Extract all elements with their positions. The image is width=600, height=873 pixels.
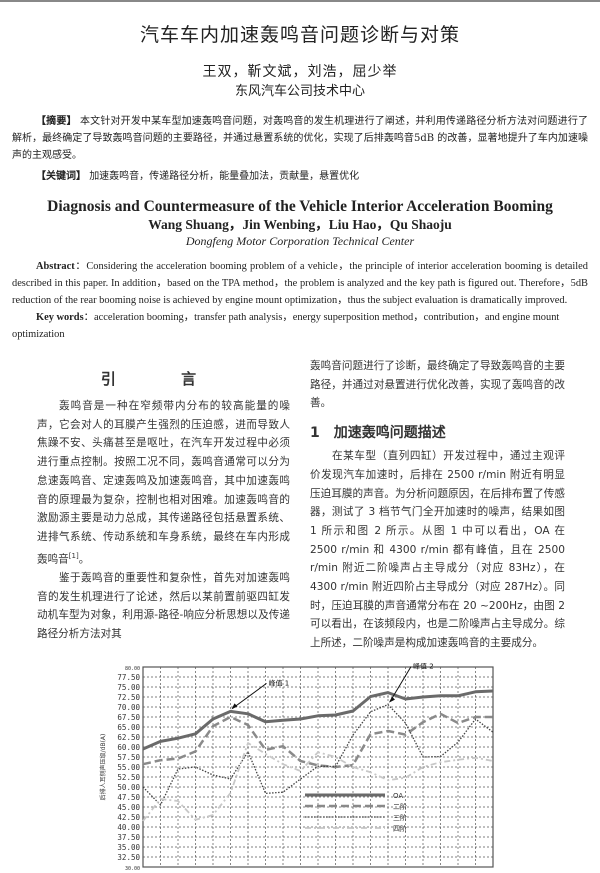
y-tick-label: 50.00 bbox=[117, 783, 140, 792]
affiliation: 东风汽车公司技术中心 bbox=[234, 84, 365, 99]
authors: 王双，靳文斌，刘浩，屈少举 bbox=[202, 64, 398, 80]
annotation-label: 峰值 2 bbox=[413, 663, 434, 671]
intro-heading: 引 言 bbox=[100, 370, 227, 388]
english-abstract-text: ：Considering the acceleration booming pr… bbox=[12, 261, 588, 306]
y-tick-label: 52.50 bbox=[117, 773, 140, 782]
english-title: Diagnosis and Countermeasure of the Vehi… bbox=[47, 198, 553, 215]
intro-paragraph-2: 鉴于轰鸣音的重要性和复杂性，首先对加速轰鸣音的发生机理进行了论述，然后以某前置前… bbox=[37, 571, 290, 640]
legend-label: OA bbox=[393, 792, 403, 800]
y-tick-label: 45.00 bbox=[117, 803, 140, 812]
y-tick-label: 70.00 bbox=[117, 703, 140, 712]
y-tick-label: 42.50 bbox=[117, 813, 140, 822]
english-abstract: Abstract：Considering the acceleration bo… bbox=[12, 258, 588, 309]
y-tick-label: 62.50 bbox=[117, 733, 140, 742]
series-line-1 bbox=[142, 712, 493, 769]
legend-label: 三阶 bbox=[393, 813, 407, 822]
y-tick-label: 32.50 bbox=[117, 853, 140, 862]
y-tick-label: 75.00 bbox=[117, 683, 140, 692]
cn-abstract-label: 【摘要】 bbox=[36, 116, 77, 127]
series-line-2 bbox=[142, 703, 494, 806]
top-rule bbox=[0, 0, 600, 2]
english-authors: Wang Shuang，Jin Wenbing，Liu Hao，Qu Shaoj… bbox=[148, 217, 452, 232]
cn-abstract: 【摘要】 本文针对开发中某车型加速轰鸣音问题，对轰鸣音的发生机理进行了阐述，并利… bbox=[12, 113, 588, 164]
legend-label: 二阶 bbox=[393, 802, 407, 811]
y-tick-label: 37.50 bbox=[117, 833, 140, 842]
english-keywords: Key words：acceleration booming，transfer … bbox=[12, 309, 588, 343]
body-columns: 引 言 轰鸣音是一种在窄频带内分布的较高能量的噪声，它会对人的耳膜产生强烈的压迫… bbox=[0, 357, 600, 653]
left-column: 引 言 轰鸣音是一种在窄频带内分布的较高能量的噪声，它会对人的耳膜产生强烈的压迫… bbox=[37, 357, 290, 653]
citation: [1] bbox=[68, 551, 79, 560]
y-tick-label: 72.50 bbox=[117, 693, 140, 702]
y-tick-label: 55.00 bbox=[117, 763, 140, 772]
english-keywords-label: Key words bbox=[36, 312, 84, 323]
right-column: 轰鸣音问题进行了诊断，最终确定了导致轰鸣音的主要路径，并通过对悬置进行优化改善，… bbox=[310, 357, 565, 653]
y-tick-label: 30.00 bbox=[125, 866, 140, 872]
paper-title: 汽车车内加速轰鸣音问题诊断与对策 bbox=[139, 24, 460, 46]
y-tick-label: 65.00 bbox=[117, 723, 140, 732]
cn-abstract-text: 本文针对开发中某车型加速轰鸣音问题，对轰鸣音的发生机理进行了阐述，并利用传递路径… bbox=[12, 116, 588, 161]
y-tick-label: 35.00 bbox=[117, 843, 140, 852]
series-line-3 bbox=[142, 741, 494, 822]
cn-keywords: 【关键词】 加速轰鸣音，传递路径分析，能量叠加法，贡献量，悬置优化 bbox=[12, 168, 588, 185]
annotation-arrow bbox=[389, 666, 412, 702]
annotation-label: 峰值 1 bbox=[269, 678, 290, 687]
intro-p1-end: 。 bbox=[78, 553, 90, 566]
intro-paragraph-1: 轰鸣音是一种在窄频带内分布的较高能量的噪声，它会对人的耳膜产生强烈的压迫感，进而… bbox=[37, 397, 290, 569]
section-title: 加速轰鸣问题描述 bbox=[333, 425, 446, 442]
y-tick-label: 77.50 bbox=[117, 673, 140, 682]
arrow-head bbox=[231, 703, 238, 710]
annotation-arrow bbox=[232, 682, 267, 709]
intro-p1-text: 轰鸣音是一种在窄频带内分布的较高能量的噪声，它会对人的耳膜产生强烈的压迫感，进而… bbox=[37, 400, 290, 566]
cn-keywords-label: 【关键词】 bbox=[36, 171, 86, 182]
y-tick-label: 57.50 bbox=[117, 753, 140, 762]
english-keywords-text: ：acceleration booming，transfer path anal… bbox=[12, 312, 560, 340]
y-axis-label: 后排人耳侧声压级/dB(A) bbox=[99, 733, 107, 800]
arrow-head bbox=[389, 696, 395, 703]
section-1-heading: 1 加速轰鸣问题描述 bbox=[310, 423, 565, 443]
legend-label: 四阶 bbox=[393, 824, 407, 833]
intro-paragraph-2-continued: 轰鸣音问题进行了诊断，最终确定了导致轰鸣音的主要路径，并通过对悬置进行优化改善，… bbox=[310, 360, 565, 410]
english-affiliation: Dongfeng Motor Corporation Technical Cen… bbox=[185, 234, 415, 248]
english-abstract-label: Abstract bbox=[36, 261, 75, 272]
y-tick-label: 47.50 bbox=[117, 793, 140, 802]
section-number: 1 bbox=[310, 425, 320, 442]
figure-1-chart: 80.0077.5075.0072.5070.0067.5065.0062.50… bbox=[99, 663, 494, 872]
section-1-paragraph: 在某车型（直列四缸）开发过程中，通过主观评价发现汽车加速时，后排在 2500 r… bbox=[310, 450, 565, 650]
y-tick-label: 40.00 bbox=[117, 823, 140, 832]
y-tick-label: 80.00 bbox=[125, 666, 140, 672]
cn-keywords-text: 加速轰鸣音，传递路径分析，能量叠加法，贡献量，悬置优化 bbox=[89, 171, 360, 182]
series-line-0 bbox=[142, 689, 494, 751]
y-tick-label: 60.00 bbox=[117, 743, 140, 752]
y-tick-label: 67.50 bbox=[117, 713, 140, 722]
